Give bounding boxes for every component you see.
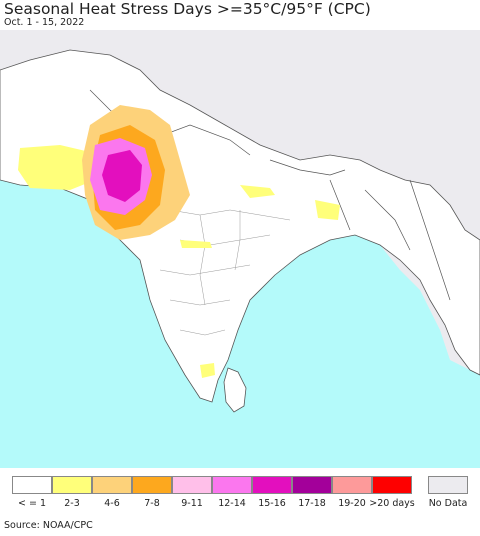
legend-swatch-5 [172, 476, 212, 494]
legend-label-1: < = 1 [17, 498, 46, 509]
legend-swatch-8 [292, 476, 332, 494]
heat-stress-shading [18, 105, 340, 378]
legend-swatch-10 [372, 476, 412, 494]
legend-swatch-7 [252, 476, 292, 494]
legend-label-7: 15-16 [258, 498, 286, 509]
legend-label-10: >20 days [369, 498, 415, 509]
legend-label-5: 9-11 [181, 498, 203, 509]
legend-swatch-2 [52, 476, 92, 494]
legend-label-6: 12-14 [218, 498, 246, 509]
legend-swatch-4 [132, 476, 172, 494]
legend-swatch-9 [332, 476, 372, 494]
source-credit: Source: NOAA/CPC [4, 520, 93, 531]
sri-lanka [223, 367, 247, 413]
heat-stress-map [0, 30, 480, 468]
state-borders [159, 209, 291, 336]
legend: < = 1 2-3 4-6 7-8 9-11 12-14 15-16 17-18… [0, 468, 480, 518]
map-subtitle: Oct. 1 - 15, 2022 [4, 17, 85, 28]
legend-label-no-data: No Data [428, 498, 468, 509]
legend-swatch-no-data [428, 476, 468, 494]
ocean [0, 180, 480, 468]
legend-label-9: 19-20 [338, 498, 366, 509]
legend-swatch-3 [92, 476, 132, 494]
legend-label-8: 17-18 [298, 498, 326, 509]
map-title: Seasonal Heat Stress Days >=35°C/95°F (C… [4, 0, 371, 18]
legend-label-2: 2-3 [64, 498, 80, 509]
legend-label-4: 7-8 [144, 498, 160, 509]
legend-swatch-6 [212, 476, 252, 494]
legend-label-3: 4-6 [104, 498, 120, 509]
legend-swatch-1 [12, 476, 52, 494]
